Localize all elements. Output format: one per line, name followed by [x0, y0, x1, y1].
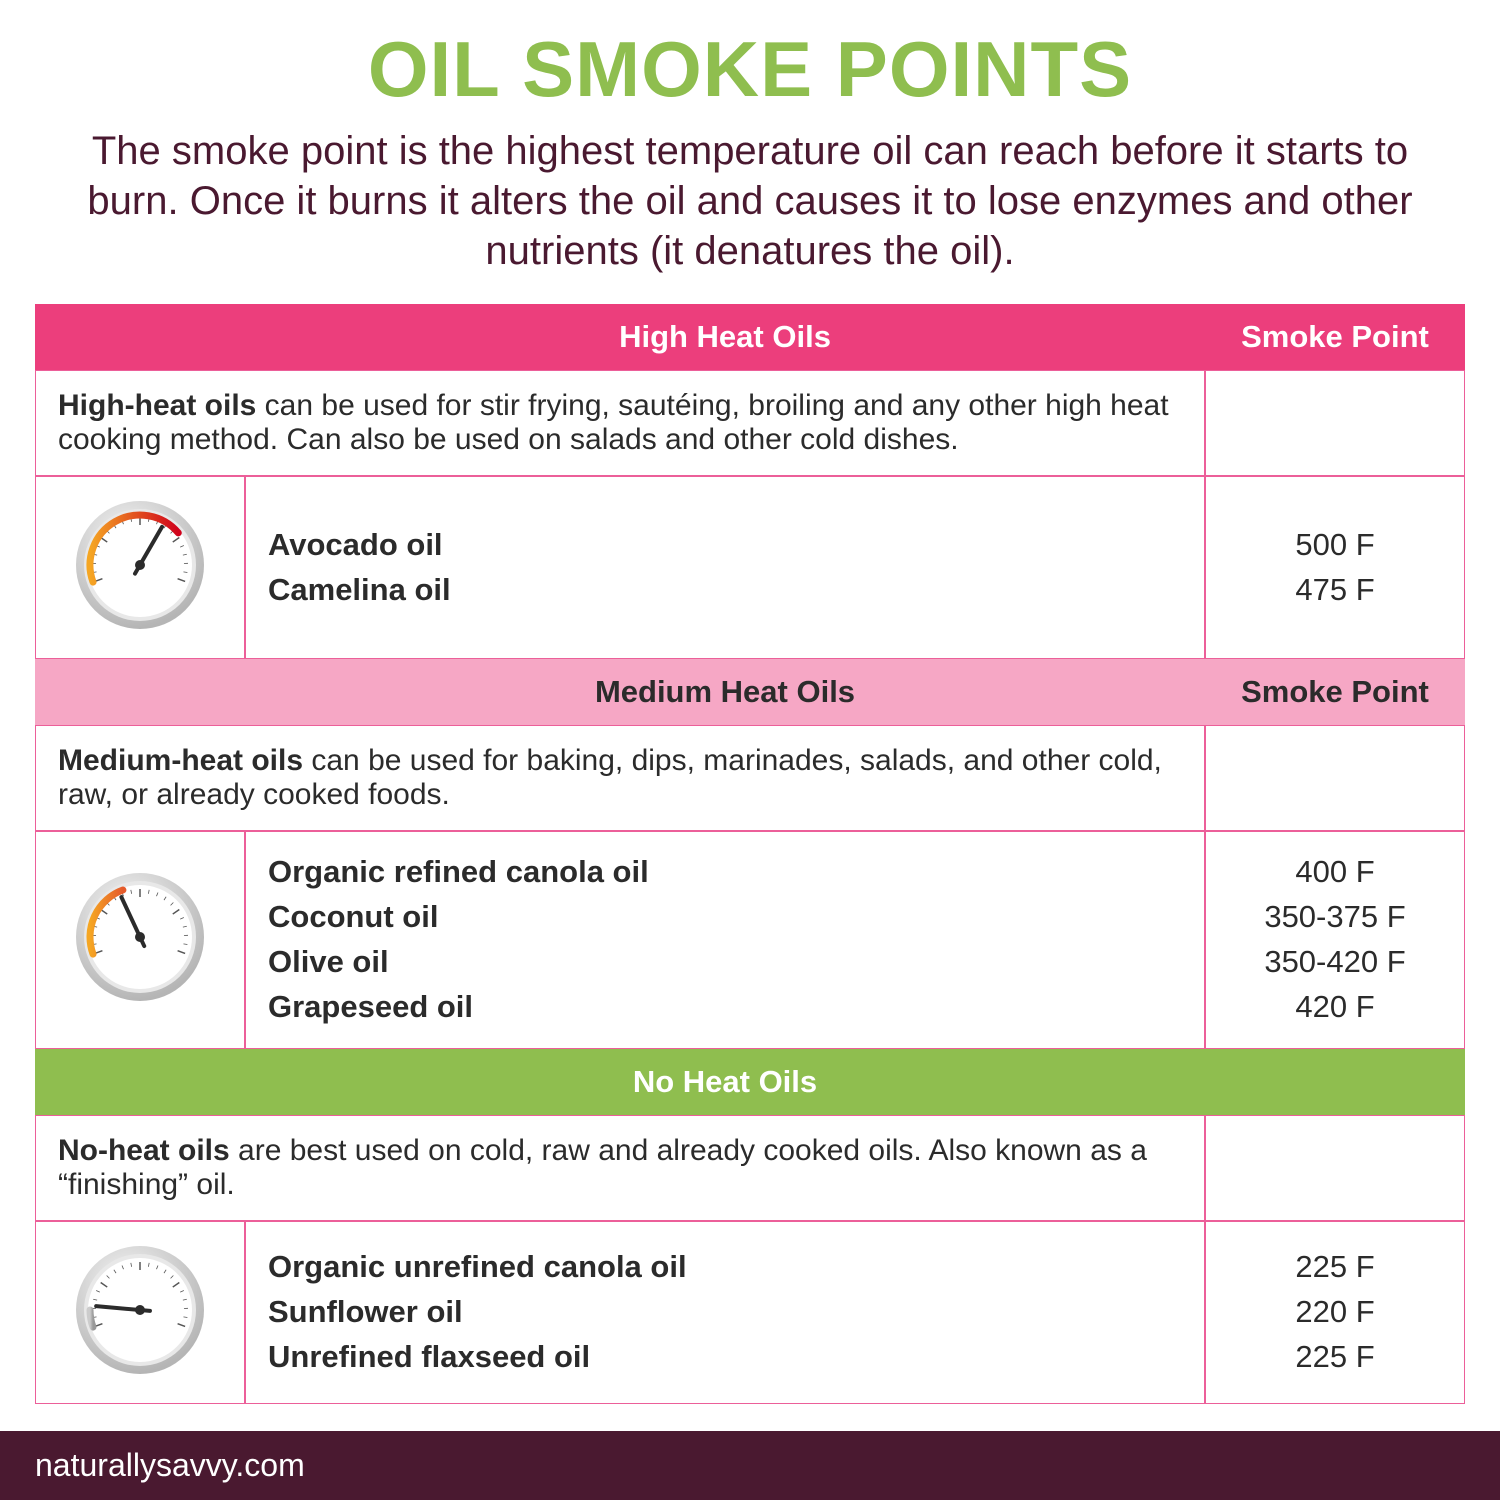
section-desc: Medium-heat oils can be used for baking,… [35, 725, 1205, 831]
section-header-label: Medium Heat Oils [245, 659, 1205, 725]
section-header-label: High Heat Oils [245, 304, 1205, 370]
section-data-row: Organic unrefined canola oilSunflower oi… [35, 1221, 1465, 1404]
oil-temp: 350-375 F [1228, 895, 1442, 940]
infographic-container: OIL SMOKE POINTS The smoke point is the … [0, 0, 1500, 1404]
oil-table: High Heat Oils Smoke Point High-heat oil… [35, 304, 1465, 1404]
oil-name: Organic refined canola oil [268, 850, 1182, 895]
section-desc-row: No-heat oils are best used on cold, raw … [35, 1115, 1465, 1221]
section-desc-row: Medium-heat oils can be used for baking,… [35, 725, 1465, 831]
smoke-point-header: Smoke Point [1205, 659, 1465, 725]
oil-name: Camelina oil [268, 568, 1182, 613]
section-header-label: No Heat Oils [245, 1049, 1205, 1115]
oil-name: Grapeseed oil [268, 985, 1182, 1030]
oil-temp: 420 F [1228, 985, 1442, 1030]
gauge-icon [70, 495, 210, 635]
section-desc-row: High-heat oils can be used for stir fryi… [35, 370, 1465, 476]
oils-list: Organic unrefined canola oilSunflower oi… [245, 1221, 1205, 1404]
oil-name: Sunflower oil [268, 1290, 1182, 1335]
section-desc: High-heat oils can be used for stir fryi… [35, 370, 1205, 476]
footer-bar: naturallysavvy.com [0, 1431, 1500, 1500]
oil-temp: 225 F [1228, 1335, 1442, 1380]
oil-name: Avocado oil [268, 523, 1182, 568]
oil-name: Organic unrefined canola oil [268, 1245, 1182, 1290]
section-data-row: Avocado oilCamelina oil 500 F475 F [35, 476, 1465, 659]
oil-name: Olive oil [268, 940, 1182, 985]
oil-temp: 475 F [1228, 568, 1442, 613]
page-subtitle: The smoke point is the highest temperatu… [50, 126, 1450, 276]
temps-list: 400 F350-375 F350-420 F420 F [1205, 831, 1465, 1049]
smoke-point-header [1205, 1049, 1465, 1115]
oil-name: Coconut oil [268, 895, 1182, 940]
section-data-row: Organic refined canola oilCoconut oilOli… [35, 831, 1465, 1049]
oils-list: Avocado oilCamelina oil [245, 476, 1205, 659]
temps-list: 225 F220 F225 F [1205, 1221, 1465, 1404]
smoke-point-header: Smoke Point [1205, 304, 1465, 370]
oils-list: Organic refined canola oilCoconut oilOli… [245, 831, 1205, 1049]
oil-temp: 225 F [1228, 1245, 1442, 1290]
oil-temp: 350-420 F [1228, 940, 1442, 985]
page-title: OIL SMOKE POINTS [35, 30, 1465, 108]
section-header-row: No Heat Oils [35, 1049, 1465, 1115]
section-header-row: High Heat Oils Smoke Point [35, 304, 1465, 370]
oil-name: Unrefined flaxseed oil [268, 1335, 1182, 1380]
section-header-row: Medium Heat Oils Smoke Point [35, 659, 1465, 725]
footer-text: naturallysavvy.com [35, 1447, 305, 1483]
oil-temp: 500 F [1228, 523, 1442, 568]
section-desc: No-heat oils are best used on cold, raw … [35, 1115, 1205, 1221]
oil-temp: 220 F [1228, 1290, 1442, 1335]
gauge-icon [70, 1240, 210, 1380]
temps-list: 500 F475 F [1205, 476, 1465, 659]
oil-temp: 400 F [1228, 850, 1442, 895]
gauge-icon [70, 867, 210, 1007]
